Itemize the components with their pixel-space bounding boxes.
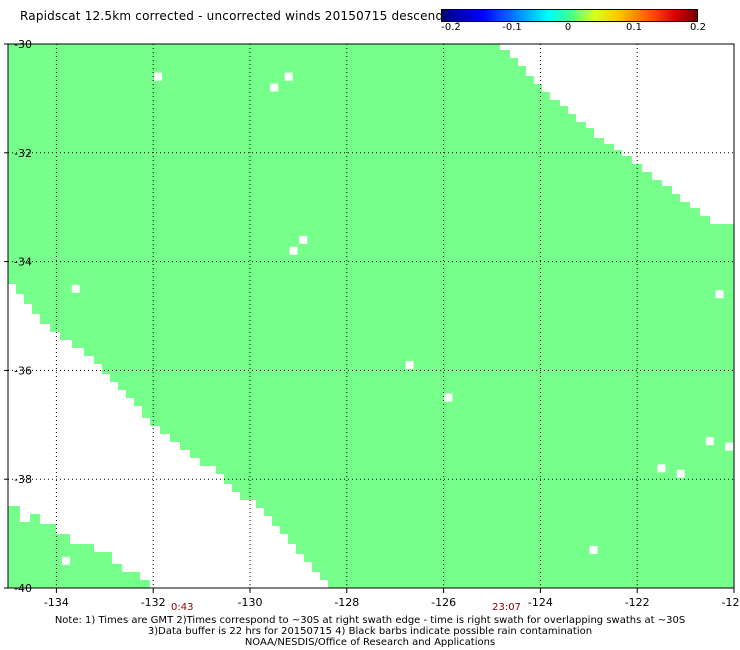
missing-cell — [444, 393, 453, 402]
swath-time-label: 23:07 — [492, 602, 521, 613]
y-tick-label: -34 — [14, 256, 32, 269]
colorbar-tick-label: -0.2 — [441, 22, 461, 33]
missing-cell — [676, 469, 685, 478]
missing-cell — [657, 464, 666, 473]
plot-title: Rapidscat 12.5km corrected - uncorrected… — [20, 9, 463, 23]
note-line: Note: 1) Times are GMT 2)Times correspon… — [54, 615, 686, 626]
missing-cell — [405, 360, 414, 369]
missing-data-cells — [62, 72, 734, 565]
colorbar-tick-label: 0 — [564, 22, 572, 33]
y-tick-label: -32 — [14, 147, 32, 160]
x-tick-label: -128 — [334, 596, 359, 609]
colorbar — [441, 9, 698, 22]
x-tick-label: -122 — [625, 596, 650, 609]
y-tick-label: -40 — [14, 582, 32, 595]
swath-lower-left — [8, 506, 150, 588]
missing-cell — [705, 437, 714, 446]
colorbar-tick-label: 0.1 — [626, 22, 642, 33]
missing-cell — [62, 556, 71, 565]
missing-cell — [284, 72, 293, 81]
colorbar-tick-label: 0.2 — [690, 22, 706, 33]
x-tick-label: -134 — [44, 596, 69, 609]
missing-cell — [299, 235, 308, 244]
swath-time-label: 0:43 — [171, 602, 193, 613]
note-line: 3)Data buffer is 22 hrs for 20150715 4) … — [147, 626, 593, 637]
x-axis: -134 -132 -130 -128 -126 -124 -122 -120 — [44, 588, 740, 609]
x-tick-label: -124 — [528, 596, 553, 609]
missing-cell — [589, 545, 598, 554]
credit-line: NOAA/NESDIS/Office of Research and Appli… — [244, 637, 496, 648]
x-tick-label: -126 — [431, 596, 456, 609]
swath-main — [8, 44, 734, 588]
missing-cell — [270, 83, 279, 92]
colorbar-tick-label: -0.1 — [502, 22, 522, 33]
missing-cell — [71, 284, 80, 293]
y-tick-label: -30 — [14, 38, 32, 51]
x-tick-label: -130 — [238, 596, 263, 609]
missing-cell — [289, 246, 298, 255]
y-tick-label: -36 — [14, 364, 32, 377]
y-tick-label: -38 — [14, 473, 32, 486]
missing-cell — [715, 290, 724, 299]
x-tick-label: -132 — [141, 596, 166, 609]
plot-frame — [7, 43, 735, 589]
y-axis: -30 -32 -34 -36 -38 -40 — [4, 38, 32, 595]
missing-cell — [154, 72, 163, 81]
x-tick-label: -120 — [722, 596, 740, 609]
time-labels: 0:43 23:07 — [171, 602, 521, 613]
missing-cell — [725, 442, 734, 451]
